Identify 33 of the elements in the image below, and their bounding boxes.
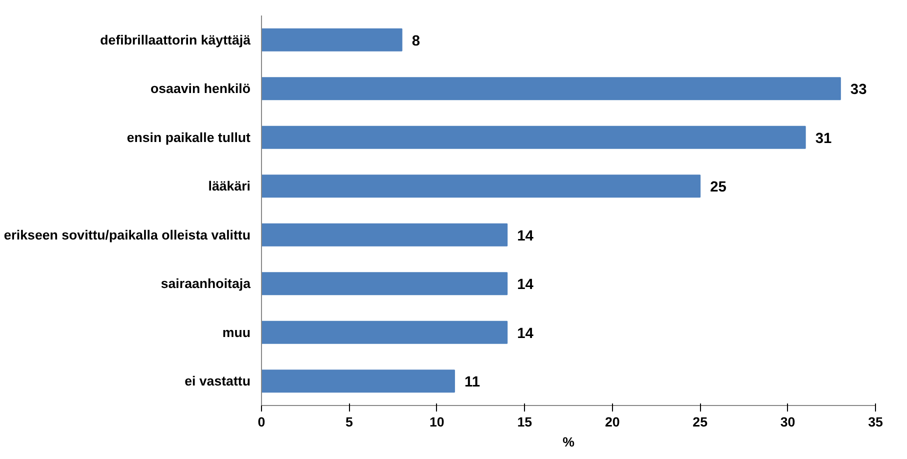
bar <box>262 126 806 149</box>
data-label: 14 <box>517 277 534 294</box>
bar <box>262 223 508 246</box>
bar <box>262 272 508 296</box>
x-axis-title: % <box>562 434 575 450</box>
x-tick-label: 15 <box>517 414 533 430</box>
x-tick-label: 5 <box>346 414 354 430</box>
data-label: 11 <box>464 374 480 391</box>
data-label: 14 <box>517 228 534 244</box>
x-tick-label: 10 <box>430 414 444 430</box>
bar <box>262 77 841 100</box>
y-tick-label: sairaanhoitaja <box>160 276 252 292</box>
data-label: 33 <box>850 82 867 98</box>
x-tick-label: 25 <box>692 414 708 430</box>
x-tick-label: 20 <box>604 414 620 430</box>
bar <box>262 28 402 52</box>
x-tick-label: 30 <box>780 414 796 430</box>
y-tick-label: muu <box>222 324 251 340</box>
y-tick-label: osaavin henkilö <box>150 81 251 96</box>
bar <box>262 320 508 344</box>
y-tick-label: ei vastattu <box>184 374 251 389</box>
data-label: 31 <box>815 130 832 147</box>
data-label: 14 <box>517 326 534 342</box>
y-tick-label: defibrillaattorin käyttäjä <box>100 32 252 48</box>
bar <box>262 174 701 198</box>
y-tick-label: ensin paikalle tullut <box>126 130 252 145</box>
bar <box>262 370 455 393</box>
data-label: 8 <box>412 33 420 50</box>
x-tick-label: 35 <box>868 414 884 430</box>
x-tick-label: 0 <box>258 414 266 430</box>
y-tick-label: erikseen sovittu/paikalla olleista valittu <box>4 227 251 242</box>
y-tick-label: lääkäri <box>208 178 251 194</box>
data-label: 25 <box>710 180 726 196</box>
